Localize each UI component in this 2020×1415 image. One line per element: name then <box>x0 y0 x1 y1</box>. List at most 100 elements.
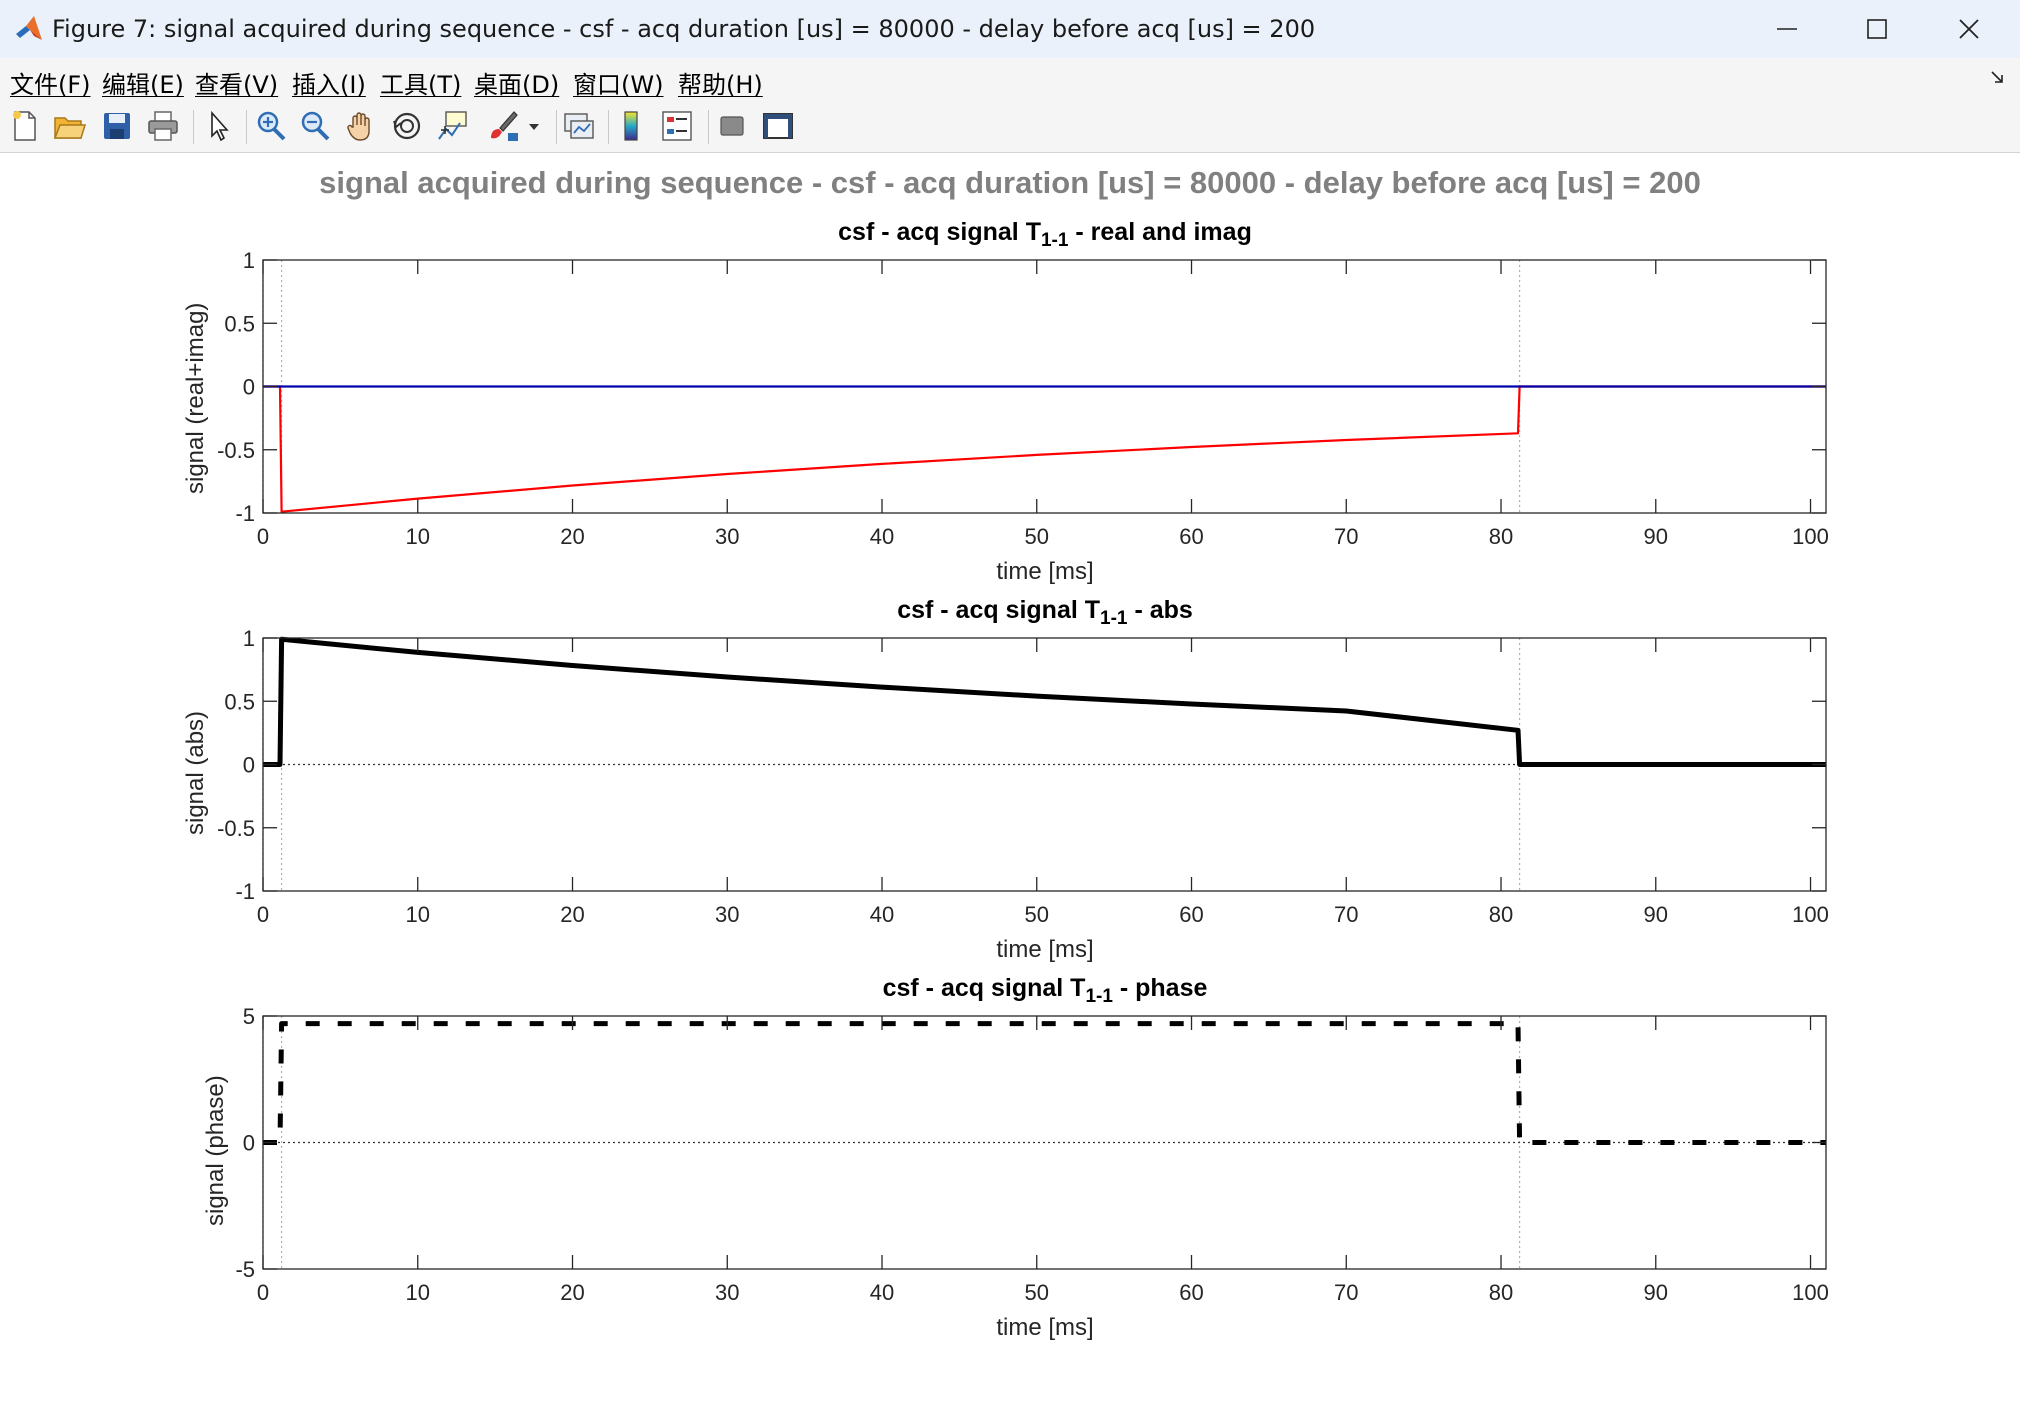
axes2-series-abs <box>263 636 1826 767</box>
axes2-xtick-label: 0 <box>257 902 269 927</box>
axes3-xtick-label: 50 <box>1025 1280 1049 1305</box>
legend-icon <box>662 111 692 141</box>
axes3-ytick-label: 0 <box>243 1131 255 1156</box>
axes3-ytick-label: 5 <box>243 1004 255 1029</box>
show-plot-tools-button[interactable] <box>761 109 795 143</box>
brush-icon <box>491 111 518 141</box>
dock-arrow-icon[interactable] <box>1990 70 2006 86</box>
menu-view[interactable]: 查看(V) <box>195 71 279 99</box>
zoom-in-button[interactable] <box>254 109 288 143</box>
axes1-series-real <box>263 385 1826 513</box>
new-figure-icon <box>13 111 36 141</box>
open-file-button[interactable] <box>52 109 87 143</box>
axes1-ytick-label: 1 <box>243 248 255 273</box>
menu-edit[interactable]: 编辑(E) <box>102 71 184 99</box>
axes1-xtick-label: 100 <box>1792 524 1829 549</box>
maximize-button[interactable] <box>1832 0 1922 58</box>
zoom-in-icon <box>257 111 286 141</box>
save-icon <box>104 113 130 139</box>
axes1-xtick-label: 30 <box>715 524 739 549</box>
figure-super-title: signal acquired during sequence - csf - … <box>319 165 1701 200</box>
toolbar-separator <box>708 110 709 144</box>
minimize-icon <box>1777 28 1797 30</box>
data-cursor-button[interactable] <box>436 109 470 143</box>
toolbar-separator <box>193 110 194 144</box>
link-plot-icon <box>564 113 594 139</box>
axes2-ylabel: signal (abs) <box>182 710 209 835</box>
axes2-title: csf - acq signal T1-1 - abs <box>897 596 1193 629</box>
axes2-ytick-label: 1 <box>243 626 255 651</box>
show-plot-tools-icon <box>763 113 793 139</box>
axes2-xtick-label: 40 <box>870 902 894 927</box>
pan-hand-icon <box>347 112 370 141</box>
rotate-3d-button[interactable] <box>390 109 424 143</box>
legend-button[interactable] <box>660 109 694 143</box>
axes1-xtick-label: 10 <box>406 524 430 549</box>
zoom-out-button[interactable] <box>298 109 332 143</box>
axes2-ytick-label: -0.5 <box>217 816 255 841</box>
hide-plot-tools-button[interactable] <box>715 109 749 143</box>
menu-tools[interactable]: 工具(T) <box>380 71 462 99</box>
colorbar-button[interactable] <box>614 109 648 143</box>
window-title: Figure 7: signal acquired during sequenc… <box>52 15 1316 43</box>
pointer-button[interactable] <box>202 109 236 143</box>
maximize-icon <box>1867 19 1887 39</box>
menu-window[interactable]: 窗口(W) <box>573 71 664 99</box>
matlab-logo-icon <box>16 16 42 40</box>
axes3-title: csf - acq signal T1-1 - phase <box>882 974 1208 1007</box>
brush-dropdown-button[interactable] <box>526 109 542 143</box>
axes3-xtick-label: 30 <box>715 1280 739 1305</box>
print-button[interactable] <box>146 109 180 143</box>
axes1-xlabel: time [ms] <box>996 558 1094 585</box>
axes1-ytick-label: 0.5 <box>224 311 255 336</box>
toolbar-separator <box>556 110 557 144</box>
print-icon <box>148 111 178 141</box>
close-icon <box>1959 19 1979 39</box>
axes2-xtick-label: 60 <box>1179 902 1203 927</box>
zoom-out-icon <box>301 111 330 141</box>
axes3-xtick-label: 90 <box>1644 1280 1668 1305</box>
axes1-title: csf - acq signal T1-1 - real and imag <box>838 218 1252 251</box>
axes3-xtick-label: 80 <box>1489 1280 1513 1305</box>
new-figure-button[interactable] <box>8 109 42 143</box>
minimize-button[interactable] <box>1742 0 1832 58</box>
close-button[interactable] <box>1924 0 2014 58</box>
open-file-icon <box>53 117 87 139</box>
axes1-ytick-label: 0 <box>243 375 255 400</box>
axes3-xtick-label: 0 <box>257 1280 269 1305</box>
axes1-xtick-label: 50 <box>1025 524 1049 549</box>
toolbar-separator <box>246 110 247 144</box>
brush-dropdown-icon <box>529 124 539 130</box>
brush-button[interactable] <box>486 109 520 143</box>
axes2-xlabel: time [ms] <box>996 936 1094 963</box>
axes1-xtick-label: 0 <box>257 524 269 549</box>
axes1-xtick-label: 70 <box>1334 524 1358 549</box>
menu-bar: 文件(F) 编辑(E) 查看(V) 插入(I) 工具(T) 桌面(D) 窗口(W… <box>0 58 2020 101</box>
axes2-xtick-label: 20 <box>560 902 584 927</box>
axes3-xlabel: time [ms] <box>996 1314 1094 1341</box>
link-plot-button[interactable] <box>562 109 596 143</box>
menu-file[interactable]: 文件(F) <box>10 71 91 99</box>
save-button[interactable] <box>100 109 134 143</box>
toolbar-separator <box>608 110 609 144</box>
axes1-xtick-label: 60 <box>1179 524 1203 549</box>
axes3-xtick-label: 60 <box>1179 1280 1203 1305</box>
colorbar-icon <box>624 111 638 141</box>
menu-desktop[interactable]: 桌面(D) <box>474 71 560 99</box>
axes1-ytick-label: -1 <box>235 501 255 526</box>
axes2-xtick-label: 100 <box>1792 902 1829 927</box>
menu-insert[interactable]: 插入(I) <box>292 71 366 99</box>
menu-help[interactable]: 帮助(H) <box>678 71 763 99</box>
axes3-series-phase <box>263 1021 1826 1145</box>
axes2-xtick-label: 50 <box>1025 902 1049 927</box>
axes1-xtick-label: 20 <box>560 524 584 549</box>
axes2-ytick-label: 0.5 <box>224 689 255 714</box>
axes1-ytick-label: -0.5 <box>217 438 255 463</box>
axes1-xtick-label: 40 <box>870 524 894 549</box>
axes1-ylabel: signal (real+imag) <box>182 302 209 494</box>
hide-plot-tools-icon <box>720 116 744 136</box>
axes3-ylabel: signal (phase) <box>202 1075 229 1226</box>
pan-button[interactable] <box>344 109 378 143</box>
axes2-xtick-label: 10 <box>406 902 430 927</box>
